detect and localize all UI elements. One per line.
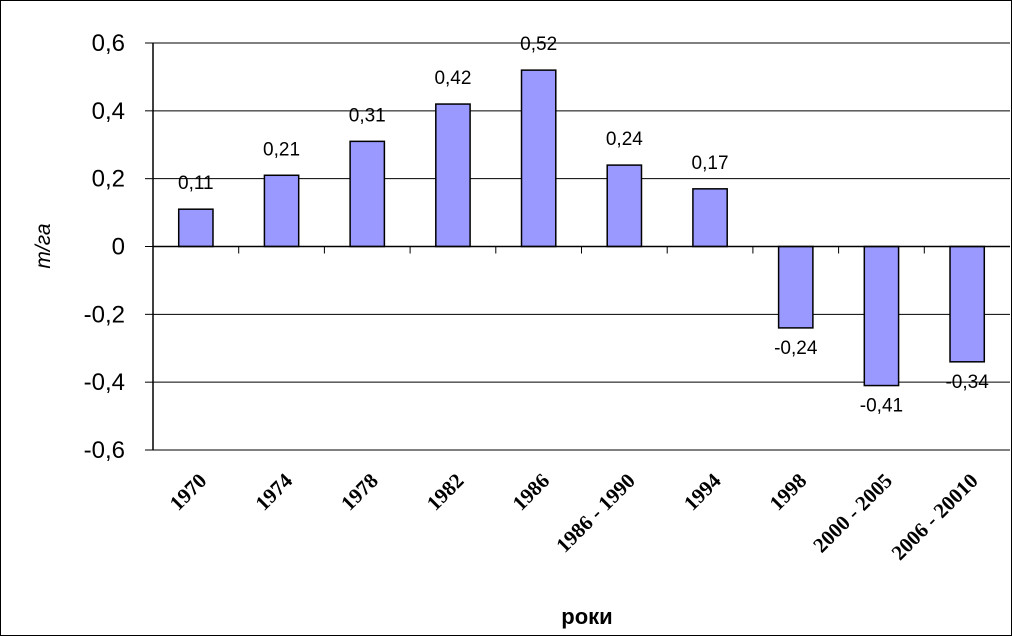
y-tick-label: -0,4 — [84, 369, 125, 396]
bar-1970 — [177, 208, 214, 248]
y-tick-label: 0,6 — [92, 30, 125, 57]
data-label: 0,52 — [520, 34, 557, 55]
data-label: -0,24 — [774, 338, 818, 359]
bar-1998 — [777, 245, 814, 329]
data-label: 0,31 — [349, 105, 386, 126]
y-tick-label: -0,2 — [84, 301, 125, 328]
x-tick-label: 2000 - 2005 — [808, 469, 897, 558]
data-label: -0,41 — [860, 396, 903, 417]
y-axis-title: т/га — [32, 223, 55, 268]
y-tick-labels: 0,6 0,4 0,2 0 -0,2 -0,4 -0,6 — [84, 30, 125, 464]
data-label: 0,11 — [178, 173, 214, 194]
x-tick-label: 1994 — [679, 468, 726, 515]
data-label: 0,17 — [692, 153, 729, 174]
y-tick-label: -0,6 — [84, 437, 125, 464]
x-tick-label: 1970 — [165, 469, 212, 516]
bar-1978 — [349, 140, 386, 248]
x-tick-label: 1986 - 1990 — [551, 469, 640, 558]
x-tick-label: 1986 — [508, 469, 555, 516]
bar-1994 — [692, 188, 728, 248]
bar-1974 — [263, 174, 300, 248]
y-tick-label: 0 — [112, 234, 125, 261]
data-label: 0,42 — [434, 68, 471, 89]
data-label: -0,34 — [945, 372, 989, 393]
bar-1982 — [435, 103, 471, 248]
bars — [177, 69, 986, 387]
x-tick-label: 2006 - 20010 — [887, 469, 983, 565]
bar-2000-2005 — [863, 245, 900, 387]
data-label: 0,21 — [263, 139, 300, 160]
x-tick-label: 1974 — [250, 468, 297, 515]
bar-2006-20010 — [949, 245, 986, 363]
data-labels: 0,11 0,21 0,31 0,42 0,52 0,24 0,17 -0,24 -0,41 -0… — [178, 34, 989, 416]
x-tick-label: 1998 — [765, 469, 812, 516]
data-label: 0,24 — [606, 129, 643, 150]
x-tick-label: 1978 — [336, 469, 383, 516]
y-tick-label: 0,2 — [92, 166, 125, 193]
x-axis-title: роки — [561, 604, 612, 629]
bar-1986 — [520, 69, 557, 248]
x-tick-label: 1982 — [422, 469, 469, 516]
bar-1986-1990 — [606, 164, 643, 248]
y-tick-label: 0,4 — [92, 98, 125, 125]
axes — [145, 42, 1010, 451]
